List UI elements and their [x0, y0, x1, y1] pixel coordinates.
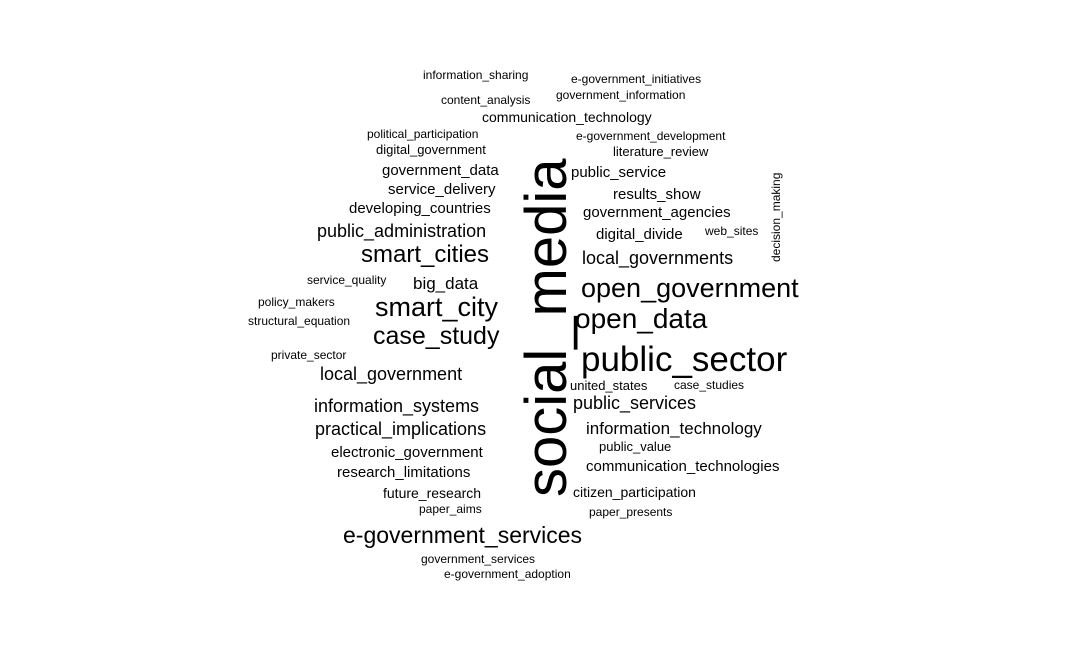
word-digital-government: digital_government [376, 142, 486, 157]
word-case-studies: case_studies [674, 378, 745, 392]
word-results-show: results_show [613, 186, 701, 203]
word-service-quality: service_quality [307, 273, 387, 287]
word-web-sites: web_sites [705, 224, 759, 238]
word-digital-divide: digital_divide [596, 226, 683, 243]
word-content-analysis: content_analysis [441, 93, 531, 107]
word-information-systems: information_systems [314, 396, 480, 416]
word-communication-technologies: communication_technologies [586, 458, 780, 475]
word-future-research: future_research [383, 485, 482, 501]
word-open-data: open_data [575, 303, 708, 334]
word-local-government: local_government [320, 364, 463, 384]
word-political-participation: political_participation [367, 127, 479, 141]
word-public-administration: public_administration [317, 221, 487, 241]
word-structural-equation: structural_equation [248, 314, 351, 328]
word-e-government-development: e-government_development [576, 129, 726, 143]
word-private-sector: private_sector [271, 348, 347, 362]
word-case-study: case_study [373, 322, 500, 350]
word-research-limitations: research_limitations [337, 464, 471, 481]
word-government-information: government_information [556, 88, 686, 102]
word-public-sector: public_sector [581, 340, 788, 379]
word-literature-review: literature_review [613, 144, 709, 159]
word-service-delivery: service_delivery [388, 181, 496, 198]
word-united-states: united_states [570, 378, 648, 393]
word-developing-countries: developing_countries [349, 200, 491, 217]
word-paper-aims: paper_aims [419, 502, 482, 516]
word-e-government-initiatives: e-government_initiatives [571, 72, 702, 86]
word-e-government-adoption: e-government_adoption [444, 567, 571, 581]
word-policy-makers: policy_makers [258, 295, 335, 309]
word-e-government-services: e-government_services [343, 522, 583, 548]
word-information-technology: information_technology [586, 419, 762, 438]
word-public-service: public_service [571, 164, 667, 181]
word-government-agencies: government_agencies [583, 204, 731, 221]
word-public-services: public_services [573, 393, 697, 413]
word-information-sharing: information_sharing [423, 68, 529, 82]
word-communication-technology: communication_technology [482, 109, 652, 125]
word-smart-city: smart_city [375, 292, 499, 322]
word-big-data: big_data [413, 274, 479, 293]
word-government-services: government_services [421, 552, 536, 566]
word-paper-presents: paper_presents [589, 505, 673, 519]
word-practical-implications: practical_implications [315, 419, 487, 439]
word-open-government: open_government [581, 273, 799, 303]
word-citizen-participation: citizen_participation [573, 484, 696, 500]
word-social-media: social_media [514, 158, 579, 497]
word-government-data: government_data [382, 162, 499, 179]
word-decision-making: decision_making [769, 172, 783, 262]
word-electronic-government: electronic_government [331, 444, 483, 461]
word-smart-cities: smart_cities [361, 241, 490, 268]
word-public-value: public_value [599, 439, 672, 454]
word-local-governments: local_governments [582, 248, 734, 268]
